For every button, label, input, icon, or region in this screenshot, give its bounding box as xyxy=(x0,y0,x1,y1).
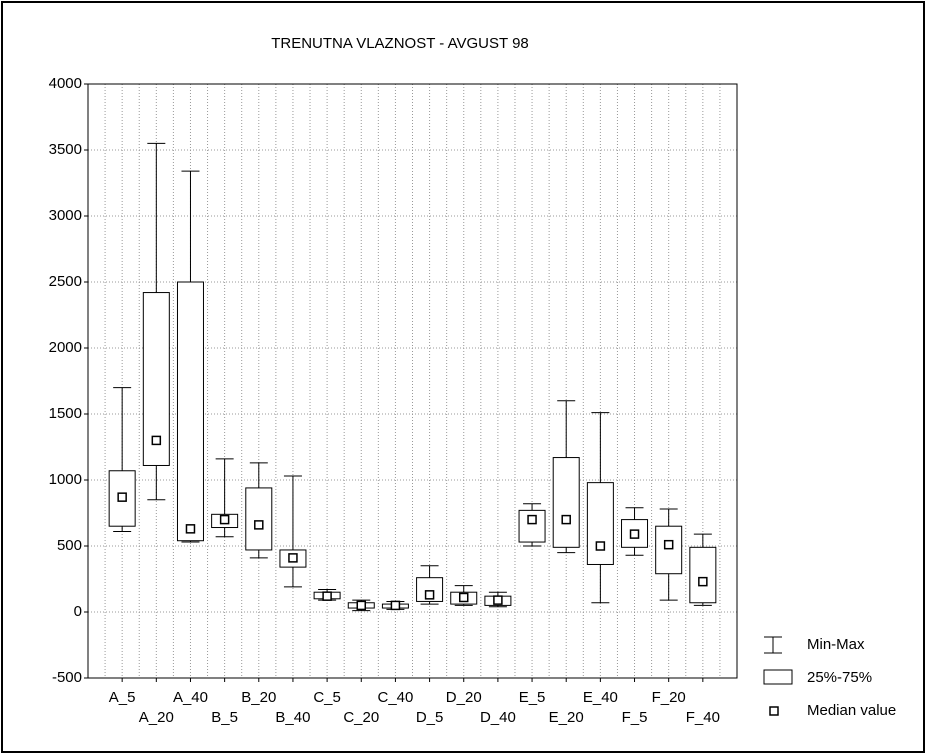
y-tick-label: 3500 xyxy=(49,141,82,158)
median xyxy=(288,553,298,563)
y-tick-label: 0 xyxy=(74,603,82,620)
median xyxy=(390,600,401,611)
median xyxy=(458,592,469,603)
median xyxy=(527,514,537,525)
x-tick-label: A_20 xyxy=(139,709,174,726)
x-tick-label: A_40 xyxy=(173,689,208,706)
x-tick-label: E_20 xyxy=(549,709,584,726)
median xyxy=(493,595,503,605)
x-tick-label: C_40 xyxy=(377,689,413,706)
box xyxy=(586,482,614,565)
y-tick-label: 3000 xyxy=(49,207,82,224)
median xyxy=(254,520,264,530)
x-tick-label: B_5 xyxy=(211,709,238,726)
y-tick-label: 2000 xyxy=(49,339,82,356)
box xyxy=(416,577,444,602)
median xyxy=(698,576,708,587)
median xyxy=(663,539,674,550)
median xyxy=(356,600,367,611)
box xyxy=(689,546,717,604)
median xyxy=(595,541,606,551)
x-tick-label: B_40 xyxy=(275,709,310,726)
legend-median-icon xyxy=(769,706,779,716)
y-tick-label: -500 xyxy=(52,669,82,686)
box xyxy=(176,281,204,542)
median xyxy=(151,435,162,446)
x-tick-label: C_5 xyxy=(313,689,341,706)
x-tick-label: D_5 xyxy=(416,709,444,726)
x-tick-label: F_5 xyxy=(622,709,648,726)
x-tick-label: E_5 xyxy=(519,689,546,706)
median xyxy=(629,529,640,539)
legend-box-icon xyxy=(763,669,793,685)
x-tick-label: C_20 xyxy=(343,709,379,726)
x-tick-label: A_5 xyxy=(109,689,136,706)
median xyxy=(219,514,230,525)
median xyxy=(117,492,127,502)
median xyxy=(561,514,571,525)
y-tick-label: 500 xyxy=(57,537,82,554)
y-tick-label: 4000 xyxy=(49,75,82,92)
x-tick-label: F_20 xyxy=(652,689,686,706)
x-tick-label: F_40 xyxy=(686,709,720,726)
box xyxy=(552,457,580,548)
y-tick-label: 1000 xyxy=(49,471,82,488)
x-tick-label: E_40 xyxy=(583,689,618,706)
y-tick-label: 1500 xyxy=(49,405,82,422)
legend-label: Min-Max xyxy=(807,636,865,653)
box xyxy=(245,487,273,551)
plot-area xyxy=(87,83,738,679)
median xyxy=(424,590,435,600)
legend-label: Median value xyxy=(807,702,896,719)
chart-title: TRENUTNA VLAZNOST - AVGUST 98 xyxy=(271,35,529,52)
median xyxy=(322,591,332,601)
x-tick-label: D_20 xyxy=(446,689,482,706)
y-tick-label: 2500 xyxy=(49,273,82,290)
legend-label: 25%-75% xyxy=(807,669,872,686)
x-tick-label: B_20 xyxy=(241,689,276,706)
x-tick-label: D_40 xyxy=(480,709,516,726)
median xyxy=(185,524,196,534)
box xyxy=(655,525,683,575)
